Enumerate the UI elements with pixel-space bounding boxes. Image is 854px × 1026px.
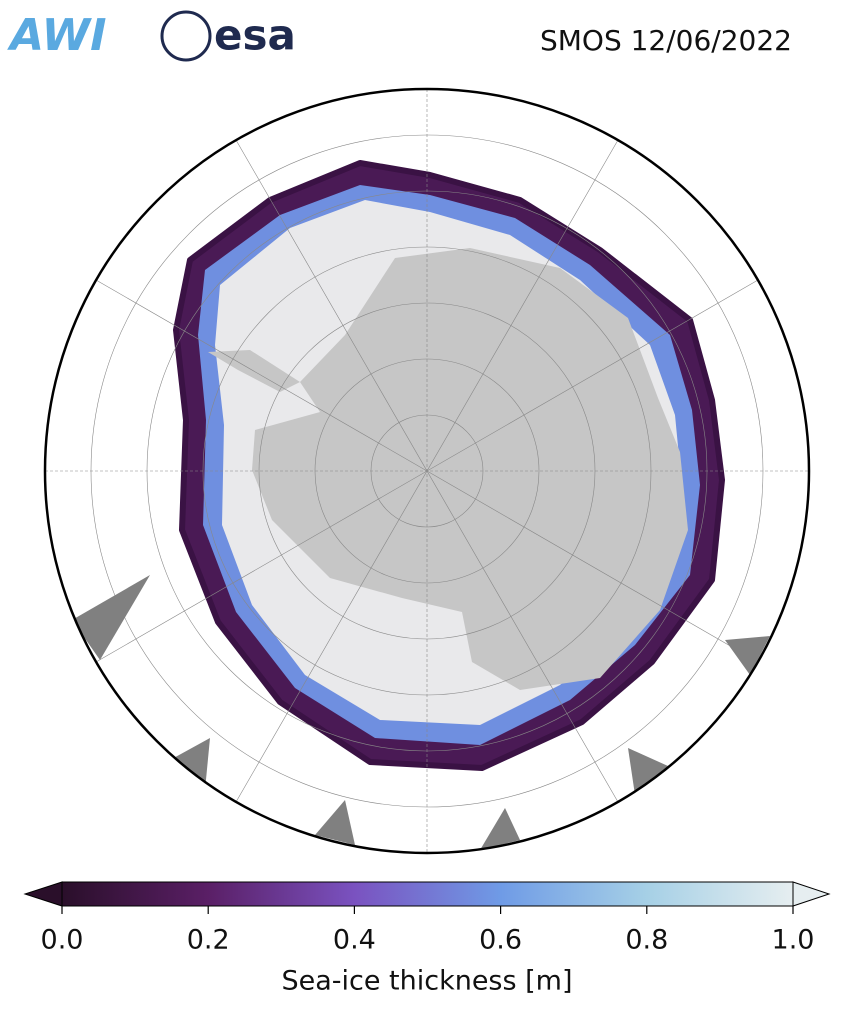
colorbar-extend-low	[23, 881, 63, 907]
colorbar-tick-label: 0.2	[187, 925, 230, 956]
colorbar-ramp	[61, 881, 794, 907]
esa-logo-mark	[160, 10, 212, 62]
esa-logo: esa	[214, 11, 296, 60]
colorbar-tick-label: 0.4	[333, 925, 376, 956]
colorbar-label: Sea-ice thickness [m]	[281, 966, 572, 997]
map-area	[45, 89, 809, 853]
map-title: SMOS 12/06/2022	[540, 24, 792, 57]
colorbar-tick-label: 0.0	[41, 925, 84, 956]
map-boundary	[43, 87, 811, 855]
awi-logo: AWI	[7, 10, 107, 61]
colorbar-extend-high	[792, 881, 831, 907]
colorbar-tick-label: 0.8	[625, 925, 668, 956]
colorbar	[23, 881, 831, 914]
colorbar-tick-label: 0.6	[479, 925, 522, 956]
colorbar-tick-label: 1.0	[772, 925, 815, 956]
graticule	[45, 89, 809, 853]
antarctica	[208, 248, 688, 690]
